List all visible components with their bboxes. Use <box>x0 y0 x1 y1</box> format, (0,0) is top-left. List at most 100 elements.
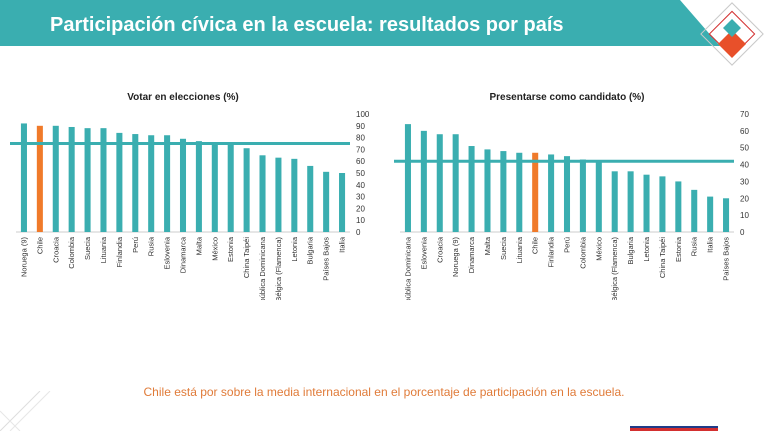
bar <box>659 176 666 232</box>
x-tick-label: Letonia <box>642 236 651 261</box>
x-tick-label: Suecia <box>499 236 508 260</box>
x-tick-label: Malta <box>483 236 492 255</box>
x-tick-label: Chile <box>531 237 540 254</box>
chart-title: Presentarse como candidato (%) <box>489 92 644 103</box>
x-tick-label: República Dominicana <box>403 236 412 300</box>
bar <box>484 149 491 232</box>
x-tick-label: Estonia <box>226 236 235 262</box>
x-tick-label: Rusia <box>147 236 156 256</box>
x-tick-label: Lituania <box>515 236 524 263</box>
header-banner <box>0 0 720 46</box>
bar <box>563 156 571 232</box>
bar <box>68 126 75 232</box>
bar <box>420 130 427 232</box>
footer-note: Chile está por sobre la media internacio… <box>143 385 625 399</box>
bar <box>723 198 730 232</box>
y-tick-label: 10 <box>740 211 749 220</box>
x-tick-label: México <box>210 237 219 261</box>
bar <box>436 134 443 232</box>
chart-votar: Votar en elecciones (%) 0 10 20 30 40 50 60 70 80… <box>10 92 370 301</box>
bar <box>579 159 586 232</box>
x-tick-label: Lituania <box>99 236 108 263</box>
x-tick-label: Colombia <box>578 236 587 269</box>
bar <box>675 181 682 232</box>
x-tick-label: China Taipéi <box>242 237 251 278</box>
bar <box>243 148 250 232</box>
x-tick-label: Colombia <box>67 236 76 269</box>
bar <box>611 171 618 232</box>
bar <box>227 144 234 232</box>
y-tick-label: 10 <box>356 216 365 225</box>
x-tick-label: Bulgaria <box>626 236 635 264</box>
x-tick-label: Perú <box>563 237 572 253</box>
y-tick-label: 0 <box>356 228 361 237</box>
bar <box>548 154 555 232</box>
bar <box>275 157 282 232</box>
x-tick-label: Eslovenia <box>163 236 172 269</box>
x-tick-label: Croacia <box>435 236 444 263</box>
x-tick-label: Dinamarca <box>467 236 476 273</box>
x-tick-label: Noruega (9) <box>19 237 28 278</box>
bar <box>195 141 202 232</box>
y-tick-label: 70 <box>740 110 749 119</box>
flag-strip <box>630 426 718 431</box>
x-tick-label: Malta <box>194 236 203 255</box>
corner-decoration <box>0 391 51 431</box>
bar <box>707 196 714 232</box>
bar <box>291 158 298 232</box>
x-tick-label: República Dominicana <box>258 236 267 300</box>
bar <box>116 132 123 232</box>
bar <box>404 124 411 232</box>
x-tick-label: Letonia <box>290 236 299 261</box>
brand-logo <box>700 2 764 66</box>
bar <box>516 152 523 232</box>
x-tick-label: Estonia <box>674 236 683 262</box>
y-tick-label: 60 <box>356 157 365 166</box>
x-tick-label: Rusia <box>690 236 699 256</box>
x-tick-label: Croacia <box>51 236 60 263</box>
bar <box>307 165 314 232</box>
y-tick-label: 40 <box>740 161 749 170</box>
x-tick-label: China Taipéi <box>658 237 667 278</box>
bar <box>164 135 171 232</box>
bar <box>691 189 698 232</box>
bar <box>36 125 43 232</box>
y-tick-label: 20 <box>740 194 749 203</box>
x-tick-label: Noruega (9) <box>451 237 460 278</box>
x-tick-label: Bélgica (Flamenca) <box>610 237 619 301</box>
y-tick-label: 90 <box>356 122 365 131</box>
y-tick-label: 70 <box>356 145 365 154</box>
x-tick-label: Bulgaria <box>306 236 315 264</box>
bar <box>532 152 539 232</box>
bar <box>100 128 107 232</box>
page-title: Participación cívica en la escuela: resu… <box>50 14 564 36</box>
bar <box>452 134 459 232</box>
bar <box>595 161 602 232</box>
x-tick-label: Italia <box>706 236 715 253</box>
bar <box>259 155 266 232</box>
x-tick-label: Bélgica (Flamenca) <box>274 237 283 301</box>
y-tick-label: 50 <box>740 144 749 153</box>
x-tick-label: Dinamarca <box>179 236 188 273</box>
bar <box>468 146 475 232</box>
bar <box>132 134 139 232</box>
bar <box>323 171 330 232</box>
bar <box>148 135 155 232</box>
bar <box>84 128 91 232</box>
chart-title: Votar en elecciones (%) <box>127 92 239 103</box>
y-tick-label: 80 <box>356 134 365 143</box>
x-tick-label: Países Bajos <box>722 237 731 281</box>
bar <box>211 143 218 232</box>
bar <box>179 138 187 232</box>
x-tick-label: Finlandia <box>115 236 124 267</box>
bar <box>20 123 27 232</box>
y-tick-label: 20 <box>356 204 365 213</box>
y-tick-label: 0 <box>740 228 745 237</box>
bar <box>643 174 650 232</box>
y-tick-label: 100 <box>356 110 370 119</box>
x-tick-label: Finlandia <box>547 236 556 267</box>
y-tick-label: 40 <box>356 181 365 190</box>
y-tick-label: 50 <box>356 169 365 178</box>
flag-blue-band <box>630 426 718 428</box>
bar <box>339 173 346 232</box>
